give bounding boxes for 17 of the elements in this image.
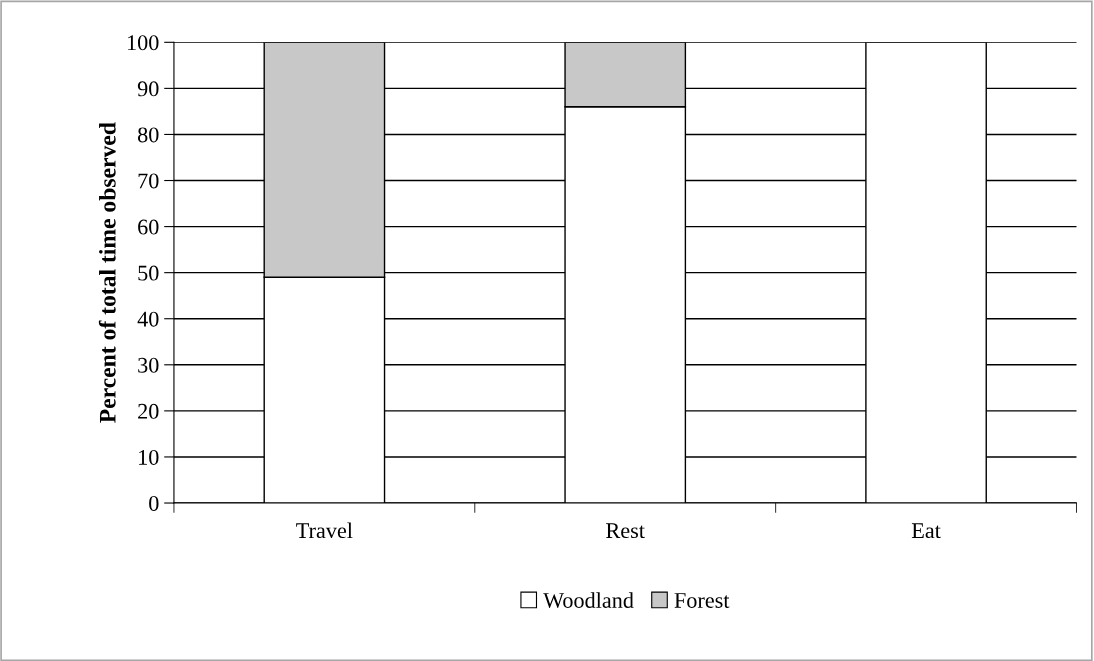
legend-label: Forest (674, 593, 730, 608)
y-tick-label: 10 (139, 449, 159, 465)
y-tick-label: 40 (137, 311, 159, 327)
x-tick-label: Rest (606, 523, 645, 539)
y-axis-title: Percent of total time observed (98, 122, 116, 423)
x-tick-label: Travel (296, 522, 353, 539)
y-tick-label: 70 (138, 173, 159, 189)
legend-label: Woodland (543, 592, 634, 609)
y-tick-label: 0 (149, 495, 159, 511)
y-tick-label: 90 (137, 81, 159, 97)
y-tick-label: 30 (138, 357, 159, 373)
y-tick-label: 100 (127, 35, 159, 51)
y-tick-label: 80 (137, 127, 159, 143)
y-tick-label: 20 (138, 403, 159, 419)
y-tick-label: 60 (138, 219, 159, 235)
x-tick-label: Eat (911, 523, 941, 539)
y-tick-label: 50 (138, 265, 159, 281)
